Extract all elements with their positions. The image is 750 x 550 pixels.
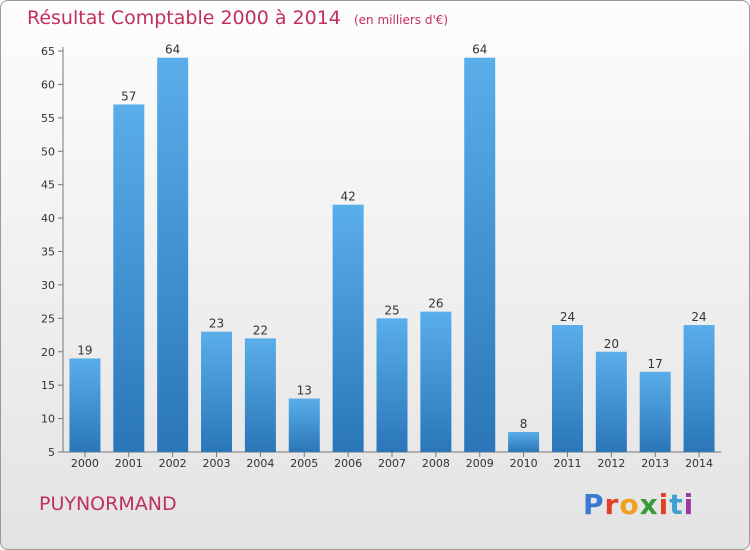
logo-letter: t: [669, 488, 684, 521]
logo-letter: i: [683, 488, 695, 521]
bar-value-label: 57: [121, 89, 136, 103]
x-tick-label: 2005: [290, 457, 318, 470]
bar-value-label: 8: [520, 417, 528, 431]
bar-value-label: 64: [165, 43, 180, 57]
x-tick-label: 2006: [334, 457, 362, 470]
logo-letter: P: [583, 488, 605, 521]
y-tick-label: 65: [41, 45, 55, 58]
bar: [201, 331, 233, 452]
y-tick-label: 35: [41, 246, 55, 259]
bar-value-label: 26: [428, 297, 443, 311]
bar: [113, 104, 145, 452]
bar: [508, 431, 540, 452]
x-tick-label: 2014: [685, 457, 713, 470]
logo-letter: r: [604, 488, 620, 521]
bar: [595, 351, 627, 452]
bar-value-label: 13: [297, 384, 312, 398]
title-unit: (en milliers d'€): [353, 13, 449, 27]
bar-value-label: 24: [691, 310, 706, 324]
x-tick-label: 2001: [115, 457, 143, 470]
x-tick-label: 2009: [466, 457, 494, 470]
y-tick-label: 45: [41, 179, 55, 192]
logo-letter: x: [639, 488, 659, 521]
y-tick-label: 40: [41, 212, 55, 225]
bar: [551, 325, 583, 452]
bar: [683, 325, 715, 452]
y-tick-label: 30: [41, 279, 55, 292]
y-tick-label: 20: [41, 346, 55, 359]
x-tick-label: 2008: [422, 457, 450, 470]
y-tick-label: 25: [41, 312, 55, 325]
x-tick-label: 2010: [510, 457, 538, 470]
logo-letter: o: [619, 488, 640, 521]
y-tick-label: 5: [48, 446, 55, 459]
bar-value-label: 20: [604, 337, 619, 351]
bar: [332, 204, 364, 452]
x-tick-label: 2000: [71, 457, 99, 470]
y-tick-label: 60: [41, 78, 55, 91]
y-tick-label: 55: [41, 112, 55, 125]
title-text: Résultat Comptable 2000 à 2014: [27, 7, 341, 29]
bar-value-label: 42: [340, 190, 355, 204]
bar-value-label: 64: [472, 43, 487, 57]
bar: [420, 311, 452, 452]
bar: [69, 358, 101, 452]
bar: [376, 318, 408, 452]
bar-series: 19 57 64 23 22 13 42 25 26 64 8 24 20 17 24: [69, 43, 715, 452]
x-tick-label: 2002: [159, 457, 187, 470]
bar-value-label: 19: [77, 343, 92, 357]
bar-value-label: 22: [253, 323, 268, 337]
y-tick-label: 15: [41, 379, 55, 392]
bar: [244, 338, 276, 452]
y-tick-label: 10: [41, 413, 55, 426]
commune-name: PUYNORMAND: [39, 493, 177, 515]
proxiti-logo[interactable]: Proxiti: [583, 488, 694, 521]
x-tick-label: 2012: [597, 457, 625, 470]
bar-value-label: 23: [209, 317, 224, 331]
x-tick-label: 2004: [246, 457, 274, 470]
x-tick-label: 2011: [553, 457, 581, 470]
x-tick-label: 2013: [641, 457, 669, 470]
bar: [464, 57, 496, 452]
logo-letter: i: [658, 488, 670, 521]
y-tick-label: 50: [41, 145, 55, 158]
bar-value-label: 25: [384, 303, 399, 317]
x-tick-label: 2003: [203, 457, 231, 470]
x-tick-label: 2007: [378, 457, 406, 470]
bar: [288, 398, 320, 452]
bar-value-label: 24: [560, 310, 575, 324]
chart-title: Résultat Comptable 2000 à 2014 (en milli…: [27, 7, 448, 29]
bar: [639, 371, 671, 452]
bar-value-label: 17: [648, 357, 663, 371]
bar: [157, 57, 189, 452]
